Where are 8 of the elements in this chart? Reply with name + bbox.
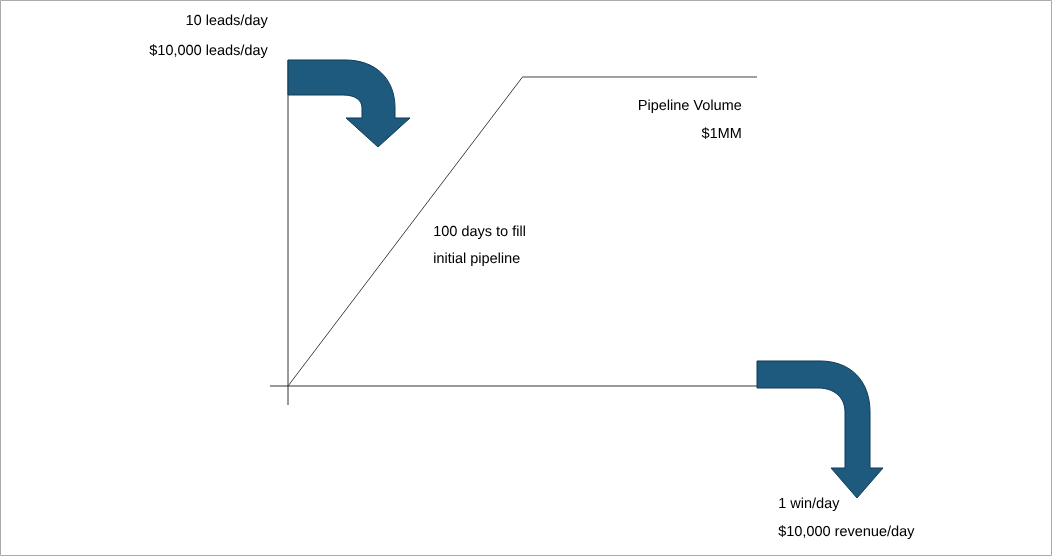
text: $10,000 revenue/day	[778, 525, 915, 540]
annotation: $1MM	[701, 127, 741, 139]
text: 1 win/day	[779, 497, 840, 512]
annotation: 100 days to fill	[434, 225, 525, 240]
text: $10,000 leads/day	[149, 44, 268, 59]
annotation: initial pipeline	[434, 252, 520, 267]
text: 10 leads/day	[186, 14, 268, 29]
annotation: Pipeline Volume	[639, 99, 742, 114]
